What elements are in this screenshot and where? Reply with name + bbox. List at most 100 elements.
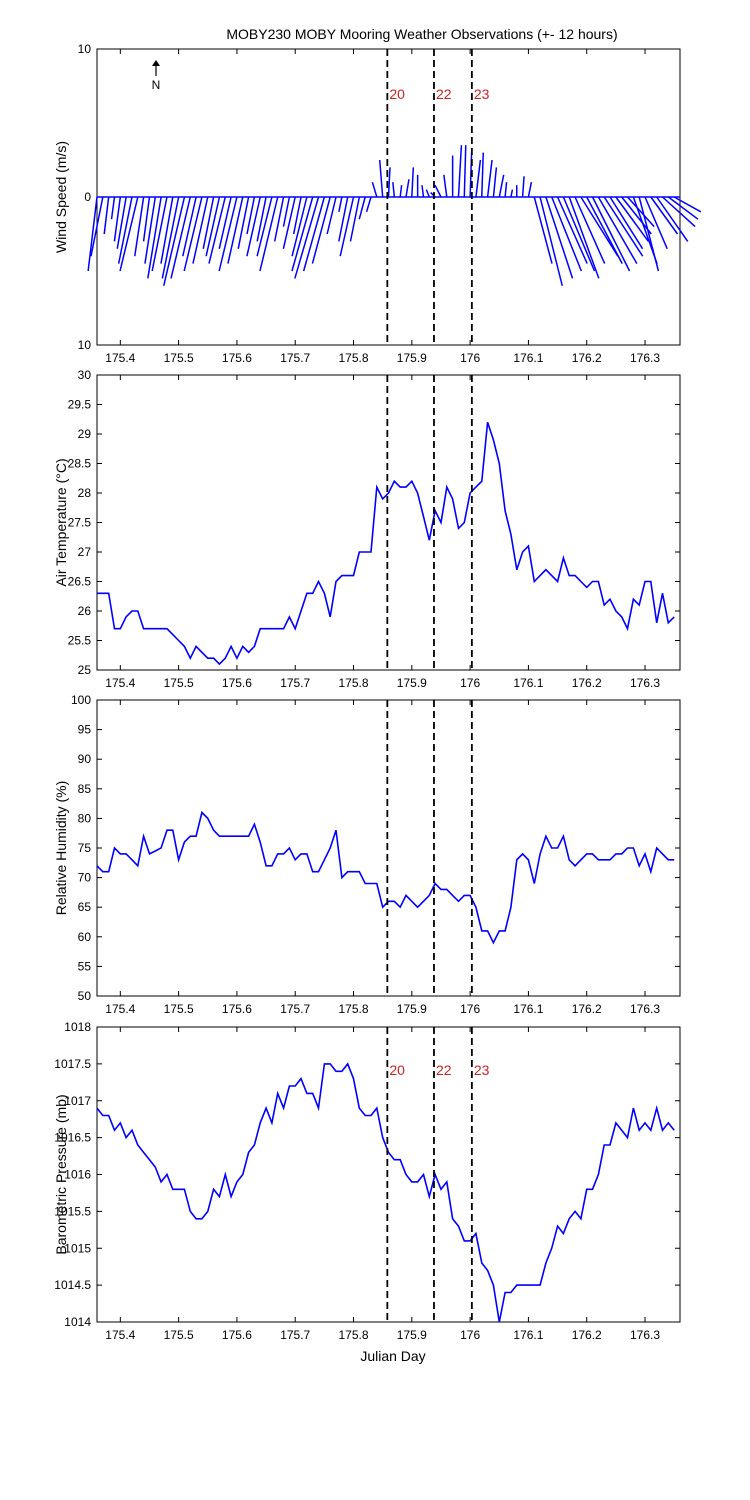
x-tick-label: 175.8 xyxy=(339,1328,369,1342)
wind-stick xyxy=(326,196,337,235)
wind-stick xyxy=(183,196,203,272)
wind-stick xyxy=(425,189,431,198)
wind-stick xyxy=(551,196,583,272)
wind-stick xyxy=(311,196,331,264)
x-tick-label: 175.4 xyxy=(105,676,135,690)
x-tick-label: 175.6 xyxy=(222,351,252,365)
wind-stick xyxy=(142,196,151,242)
wind-stick xyxy=(662,196,696,228)
plot-frame xyxy=(96,699,681,997)
x-tick-label: 176.2 xyxy=(572,351,602,365)
wind-stick xyxy=(246,196,261,257)
wind-stick xyxy=(116,196,127,249)
y-axis-label: Air Temperature (°C) xyxy=(53,458,69,586)
wind-stick xyxy=(556,196,588,264)
wind-stick xyxy=(562,196,596,272)
x-tick-label: 175.7 xyxy=(280,1328,310,1342)
wind-stick xyxy=(486,159,493,198)
y-tick-label: 1016 xyxy=(64,1168,91,1182)
panel: 175.4 175.5 175.6 175.7 175.8 175.9 176 176.1 17… xyxy=(53,1020,681,1342)
y-tick-label: 60 xyxy=(78,930,92,944)
wind-stick xyxy=(144,196,157,264)
wind-stick xyxy=(208,196,226,264)
x-tick-label: 175.7 xyxy=(280,1002,310,1016)
marker-label: 22 xyxy=(436,86,452,102)
x-tick-label: 176.1 xyxy=(513,1002,543,1016)
y-tick-label: 28 xyxy=(78,486,92,500)
wind-stick xyxy=(443,174,448,198)
x-tick-label: 176.2 xyxy=(572,1002,602,1016)
x-tick-label: 176 xyxy=(460,1002,480,1016)
wind-stick xyxy=(621,196,652,235)
x-tick-label: 175.6 xyxy=(222,676,252,690)
marker-label: 20 xyxy=(389,86,405,102)
wind-stick xyxy=(568,196,600,279)
marker-label: 20 xyxy=(389,1062,405,1078)
wind-stick xyxy=(87,196,98,272)
plot-frame xyxy=(96,374,681,671)
wind-stick xyxy=(103,196,110,235)
y-axis-label: Barometric Pressure (mb) xyxy=(53,1094,69,1254)
x-tick-label: 176 xyxy=(460,676,480,690)
y-tick-label: 95 xyxy=(78,723,92,737)
wind-stick xyxy=(162,196,186,286)
x-tick-label: 175.9 xyxy=(397,351,427,365)
y-tick-label: 1016.5 xyxy=(54,1131,91,1145)
wind-stick xyxy=(644,196,668,250)
y-tick-label: 1017.5 xyxy=(54,1057,91,1071)
wind-stick xyxy=(282,196,296,249)
wind-stick xyxy=(492,167,498,198)
y-tick-label: 1015 xyxy=(64,1241,91,1255)
wind-stick xyxy=(182,196,197,257)
wind-stick xyxy=(673,196,702,213)
y-tick-label: 50 xyxy=(78,989,92,1003)
wind-stick xyxy=(615,196,650,242)
y-tick-label: 1014.5 xyxy=(54,1278,91,1292)
panel: 175.4 175.5 175.6 175.7 175.8 175.9 176 176.1 17… xyxy=(53,693,681,1016)
x-tick-label: 175.5 xyxy=(164,676,194,690)
y-tick-label: 10 xyxy=(78,338,92,352)
wind-stick xyxy=(421,185,425,198)
wind-stick xyxy=(202,196,215,249)
wind-stick xyxy=(609,196,644,250)
wind-stick xyxy=(218,196,238,272)
y-tick-label: 27 xyxy=(78,545,92,559)
wind-stick xyxy=(273,196,285,242)
wind-stick xyxy=(591,196,631,272)
y-tick-label: 1015.5 xyxy=(54,1204,91,1218)
wind-stick xyxy=(597,196,638,264)
x-tick-label: 176.3 xyxy=(630,351,660,365)
wind-stick xyxy=(291,196,314,272)
y-tick-label: 90 xyxy=(78,752,92,766)
wind-stick xyxy=(527,182,533,198)
y-axis-label: Relative Humidity (%) xyxy=(53,781,69,916)
wind-stick xyxy=(521,176,525,198)
x-tick-label: 176.2 xyxy=(572,1328,602,1342)
y-axis-label: Wind Speed (m/s) xyxy=(53,141,69,253)
wind-stick xyxy=(292,196,302,235)
series-line xyxy=(97,421,675,666)
y-tick-label: 0 xyxy=(84,190,91,204)
x-tick-label: 175.7 xyxy=(280,351,310,365)
wind-stick xyxy=(650,196,679,235)
wind-stick xyxy=(349,196,361,242)
wind-stick xyxy=(371,181,378,198)
wind-stick xyxy=(151,196,168,272)
wind-stick xyxy=(338,196,349,242)
wind-stick xyxy=(338,196,343,212)
marker-label: 22 xyxy=(436,1062,452,1078)
wind-stick xyxy=(339,196,355,257)
y-tick-label: 30 xyxy=(78,368,92,382)
wind-stick xyxy=(90,196,104,257)
wind-stick xyxy=(160,196,174,264)
x-tick-label: 175.9 xyxy=(397,1328,427,1342)
x-tick-label: 175.5 xyxy=(164,1328,194,1342)
x-tick-label: 175.5 xyxy=(164,1002,194,1016)
x-tick-label: 175.7 xyxy=(280,676,310,690)
x-tick-label: 175.4 xyxy=(105,1328,135,1342)
wind-stick xyxy=(667,196,699,220)
wind-stick xyxy=(291,196,308,257)
plot-frame xyxy=(96,1026,681,1323)
x-tick-label: 175.4 xyxy=(105,351,135,365)
